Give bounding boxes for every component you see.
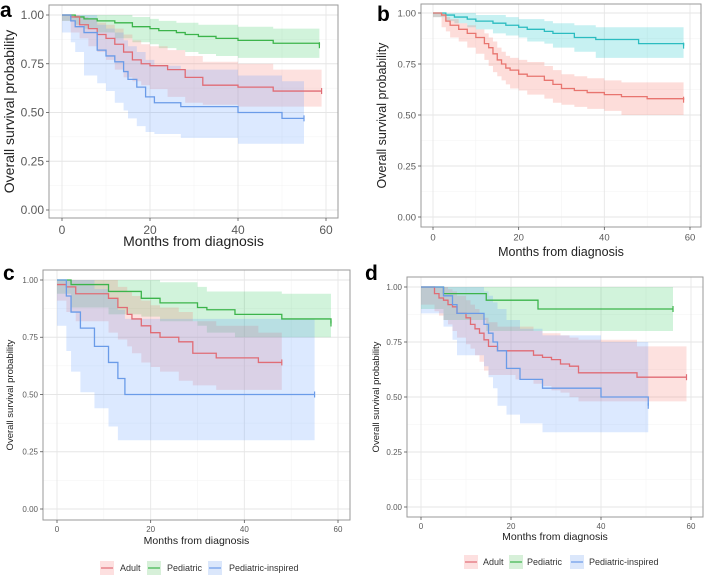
y-tick-label: 0.50 bbox=[386, 393, 402, 402]
ci-band-adult bbox=[62, 15, 322, 107]
y-tick-label: 0.00 bbox=[22, 505, 38, 514]
x-tick-label: 60 bbox=[687, 522, 696, 531]
x-axis-title: Months from diagnosis bbox=[144, 535, 250, 547]
x-tick-label: 0 bbox=[55, 525, 60, 534]
survival-curve-adult bbox=[433, 12, 685, 100]
ci-band-pediatric-inspired bbox=[62, 15, 304, 144]
plot-border bbox=[420, 3, 702, 228]
panel-letter-a: a bbox=[0, 0, 12, 22]
survival-curve-pediatric bbox=[62, 14, 321, 46]
x-axis-title: Months from diagnosis bbox=[502, 531, 608, 543]
legend-c-label-adult: Adult bbox=[120, 563, 141, 573]
survival-curve-pediatric bbox=[433, 12, 685, 46]
y-tick-label: 1.00 bbox=[22, 276, 38, 285]
panel-d: 0.00 0.25 0.50 0.75 1.00 0 20 40 60 Months from d… bbox=[371, 276, 704, 543]
survival-curve-adult bbox=[421, 286, 687, 378]
survival-curve-pediatric-inspired bbox=[57, 279, 315, 396]
survival-curve-adult bbox=[62, 14, 322, 92]
y-axis-title: Overall survival probability bbox=[371, 341, 382, 452]
x-tick-label: 40 bbox=[231, 223, 245, 237]
ci-band-pediatric-inspired bbox=[57, 280, 315, 441]
y-tick-label: 0.25 bbox=[22, 448, 38, 457]
panel-letter-c: c bbox=[3, 262, 15, 285]
legend-d-label-pediatric-inspired: Pediatric-inspired bbox=[589, 557, 659, 567]
y-tick-label: 0.00 bbox=[386, 503, 402, 512]
y-tick-label: 0.25 bbox=[386, 448, 402, 457]
x-axis-title: Months from diagnosis bbox=[498, 245, 624, 259]
y-axis-title: Overall survival probability bbox=[1, 30, 17, 193]
panel-b: 0.00 0.25 0.50 0.75 1.00 0 20 40 60 Months from d… bbox=[375, 3, 702, 259]
y-tick-label: 0.50 bbox=[398, 110, 417, 121]
survival-curve-pediatric-inspired bbox=[62, 14, 304, 119]
y-tick-label: 0.50 bbox=[21, 106, 45, 120]
y-tick-label: 1.00 bbox=[386, 283, 402, 292]
ci-band-pediatric bbox=[433, 13, 684, 58]
plot-border bbox=[48, 4, 339, 219]
plot-border bbox=[42, 269, 351, 521]
x-tick-label: 40 bbox=[597, 522, 606, 531]
y-tick-label: 0.75 bbox=[21, 57, 45, 71]
x-tick-label: 60 bbox=[319, 223, 333, 237]
x-tick-label: 0 bbox=[419, 522, 424, 531]
ci-band-adult bbox=[433, 13, 684, 115]
panel-letter-d: d bbox=[365, 262, 378, 285]
x-axis-title: Months from diagnosis bbox=[123, 233, 264, 249]
ci-band-pediatric bbox=[57, 280, 331, 338]
y-tick-label: 0.75 bbox=[386, 338, 402, 347]
y-tick-label: 0.25 bbox=[21, 154, 45, 168]
panel-a: 0.00 0.25 0.50 0.75 1.00 0 20 40 60 Months from d… bbox=[1, 4, 339, 249]
y-axis-title: Overall survival probability bbox=[375, 42, 389, 189]
y-tick-label: 0.75 bbox=[22, 333, 38, 342]
panel-c: 0.00 0.25 0.50 0.75 1.00 0 20 40 60 Months from d… bbox=[5, 269, 351, 547]
panel-letter-b: b bbox=[377, 3, 390, 26]
x-tick-label: 60 bbox=[334, 525, 343, 534]
y-axis-title: Overall survival probability bbox=[5, 339, 16, 450]
y-tick-label: 0.75 bbox=[398, 59, 417, 70]
x-tick-label: 20 bbox=[513, 233, 524, 244]
y-tick-label: 0.50 bbox=[22, 390, 38, 399]
y-tick-label: 1.00 bbox=[398, 8, 417, 19]
ci-band-pediatric bbox=[62, 15, 320, 58]
y-tick-label: 0.00 bbox=[398, 212, 417, 223]
x-tick-label: 40 bbox=[240, 525, 249, 534]
y-tick-label: 1.00 bbox=[21, 8, 45, 22]
y-tick-label: 0.00 bbox=[21, 203, 45, 217]
survival-curve-adult bbox=[57, 283, 282, 364]
legend-c-label-pediatric-inspired: Pediatric-inspired bbox=[229, 563, 299, 573]
plot-background bbox=[421, 4, 701, 227]
legend-d-label-adult: Adult bbox=[483, 557, 504, 567]
legend-c: Adult Pediatric Pediatric-inspired bbox=[100, 561, 299, 575]
survival-curve-pediatric-inspired bbox=[421, 286, 649, 406]
legend-d-label-pediatric: Pediatric bbox=[527, 557, 563, 567]
x-tick-label: 0 bbox=[430, 233, 435, 244]
x-tick-label: 20 bbox=[146, 525, 155, 534]
x-tick-label: 20 bbox=[507, 522, 516, 531]
x-tick-label: 40 bbox=[599, 233, 610, 244]
x-tick-label: 60 bbox=[685, 233, 696, 244]
legend-c-label-pediatric: Pediatric bbox=[167, 563, 203, 573]
x-tick-label: 20 bbox=[143, 223, 157, 237]
ci-band-adult bbox=[57, 280, 282, 390]
ci-band-pediatric-inspired bbox=[421, 287, 649, 433]
x-tick-label: 0 bbox=[59, 223, 66, 237]
legend-d: Adult Pediatric Pediatric-inspired bbox=[464, 555, 659, 569]
y-tick-label: 0.25 bbox=[398, 161, 417, 172]
survival-curve-pediatric bbox=[57, 279, 332, 324]
